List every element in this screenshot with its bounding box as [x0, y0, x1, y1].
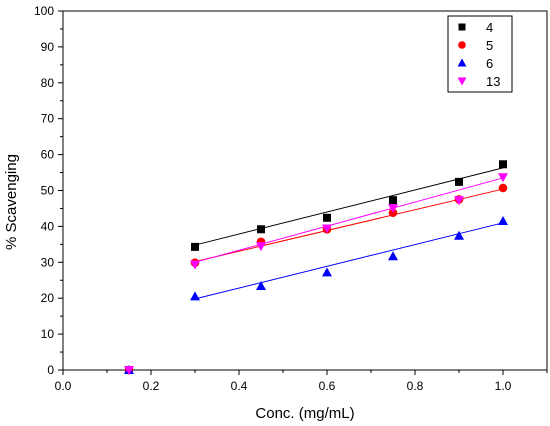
- data-point-4: [191, 242, 199, 251]
- data-point-4: [389, 196, 397, 205]
- data-point-6: [454, 230, 464, 240]
- legend-label-13: 13: [486, 74, 500, 89]
- data-point-6: [190, 291, 200, 301]
- data-point-6: [256, 280, 266, 290]
- fit-lines: [194, 167, 504, 300]
- x-tick-label: 0.6: [319, 379, 336, 393]
- data-point-4: [257, 225, 265, 234]
- data-point-13: [124, 366, 134, 375]
- y-tick-label: 80: [41, 76, 55, 90]
- legend-box: [447, 15, 513, 93]
- x-tick-label: 1.0: [495, 379, 512, 393]
- legend-marker-13: [457, 77, 467, 86]
- x-tick-label: 0.2: [143, 379, 160, 393]
- legend-marker-6: [457, 58, 467, 67]
- data-point-4: [455, 177, 463, 186]
- data-point-13: [322, 224, 332, 234]
- data-point-13: [454, 196, 464, 206]
- y-tick-label: 20: [41, 291, 55, 305]
- data-point-4: [499, 160, 507, 169]
- axes: 0.0 0.2 0.4 0.6 0.8 1.0 0 10 20 30 40 50 60 70 80 90 100: [34, 4, 548, 393]
- fit-line-6: [194, 222, 504, 300]
- legend: 4 5 6 13: [447, 15, 513, 93]
- data-point-4: [323, 213, 331, 222]
- legend-label-5: 5: [486, 38, 493, 53]
- data-point-6: [322, 267, 332, 277]
- y-tick-label: 60: [41, 148, 55, 162]
- data-point-13: [388, 204, 398, 214]
- x-tick-label: 0.8: [407, 379, 424, 393]
- data-point-13: [190, 260, 200, 270]
- fit-line-5: [194, 188, 504, 263]
- x-tick-label: 0.4: [231, 379, 248, 393]
- y-axis-label: % Scavenging: [3, 154, 20, 250]
- data-point-5: [498, 183, 508, 193]
- fit-line-13: [194, 177, 504, 263]
- data-point-13: [256, 242, 266, 252]
- y-tick-label: 10: [41, 327, 55, 341]
- data-point-6: [498, 216, 508, 226]
- data-point-6: [388, 251, 398, 261]
- x-tick-label: 0.0: [55, 379, 72, 393]
- y-tick-label: 70: [41, 112, 55, 126]
- legend-marker-4: [458, 23, 466, 31]
- data-point-13: [498, 173, 508, 183]
- y-tick-label: 30: [41, 255, 55, 269]
- y-tick-label: 90: [41, 40, 55, 54]
- y-tick-label: 100: [34, 4, 54, 18]
- legend-label-4: 4: [486, 20, 493, 35]
- y-tick-label: 50: [41, 184, 55, 198]
- legend-marker-5: [458, 41, 466, 49]
- x-axis-label: Conc. (mg/mL): [255, 405, 354, 422]
- fit-line-4: [194, 167, 504, 246]
- y-tick-label: 40: [41, 219, 55, 233]
- y-tick-label: 0: [47, 363, 54, 377]
- data-markers: [124, 160, 508, 375]
- legend-label-6: 6: [486, 56, 493, 71]
